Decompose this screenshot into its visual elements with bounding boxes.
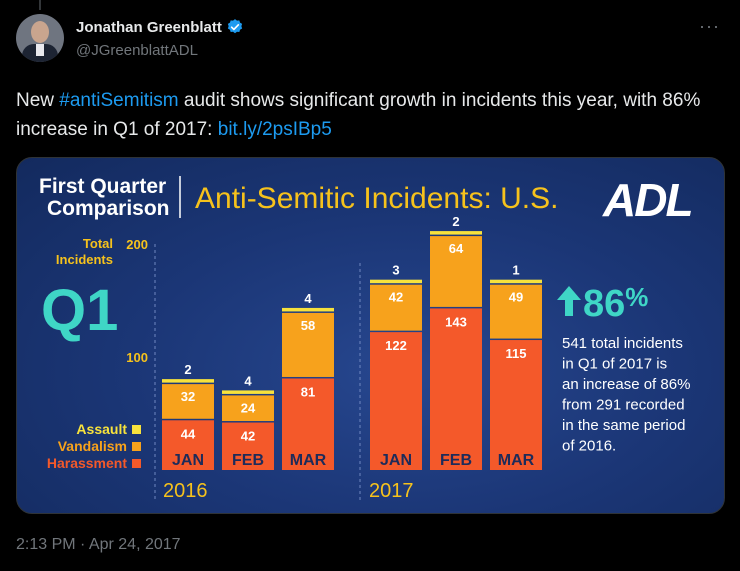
legend-label-assault: Assault xyxy=(76,421,127,437)
total-label-line1: Total xyxy=(83,236,113,251)
data-label-vandalism: 64 xyxy=(449,241,464,256)
month-labels: JAN FEB MAR JAN FEB MAR xyxy=(172,452,535,469)
bar-vandalism xyxy=(162,384,214,419)
stat-description: 541 total incidents in Q1 of 2017 is an in… xyxy=(562,335,690,455)
total-label-line2: Incidents xyxy=(56,252,113,267)
infographic-chart: First Quarter Comparison Anti-Semitic In… xyxy=(39,174,694,502)
bar-vandalism xyxy=(282,312,334,377)
data-label-harassment: 143 xyxy=(445,314,467,329)
short-url-link[interactable]: bit.ly/2psIBp5 xyxy=(217,119,332,140)
data-label-vandalism: 42 xyxy=(389,290,403,305)
month-label: MAR xyxy=(498,452,535,469)
data-label-assault: 3 xyxy=(392,263,399,278)
legend-label-vandalism: Vandalism xyxy=(58,438,127,454)
verified-badge-icon xyxy=(227,19,242,34)
y-axis: 100 200 xyxy=(126,237,156,502)
data-label-harassment: 115 xyxy=(506,346,527,361)
heading-line1: First Quarter xyxy=(39,175,166,198)
thread-line xyxy=(39,0,41,10)
bar-vandalism xyxy=(222,395,274,422)
bar-harassment xyxy=(282,378,334,470)
year-label-2017: 2017 xyxy=(369,480,414,502)
stat-description-line: an increase of 86% xyxy=(562,376,690,393)
month-label: FEB xyxy=(440,452,472,469)
heading-line2: Comparison xyxy=(47,197,170,220)
data-label-harassment: 44 xyxy=(181,426,196,441)
tweet-text: New #antiSemitism audit shows significan… xyxy=(16,86,716,144)
data-label-assault: 2 xyxy=(452,214,459,229)
bar-harassment xyxy=(490,340,542,470)
bar-assault xyxy=(370,279,422,284)
month-label: JAN xyxy=(172,452,204,469)
bars-layer: 44 32 2 42 24 4 81 58 4 122 42 3 143 64 2 115 49 1 xyxy=(162,214,542,470)
legend-swatch-harassment xyxy=(132,459,141,468)
data-label-vandalism: 32 xyxy=(181,389,195,404)
author-handle[interactable]: @JGreenblattADL xyxy=(76,42,198,59)
q1-label: Q1 xyxy=(41,278,118,343)
bar-harassment xyxy=(430,308,482,470)
avatar-face xyxy=(31,21,49,43)
stat-description-line: of 2016. xyxy=(562,438,616,455)
data-label-vandalism: 49 xyxy=(509,290,523,305)
month-label: JAN xyxy=(380,452,412,469)
stat-percent-sign: % xyxy=(625,282,648,312)
adl-logo: ADL xyxy=(602,174,692,226)
data-label-harassment: 42 xyxy=(241,429,255,444)
data-label-harassment: 122 xyxy=(385,338,407,353)
month-label: FEB xyxy=(232,452,264,469)
data-label-vandalism: 58 xyxy=(301,318,315,333)
stat-number: 86 xyxy=(583,283,625,325)
bar-assault xyxy=(490,279,542,284)
bar-vandalism xyxy=(430,236,482,307)
y-tick-label: 200 xyxy=(126,237,148,252)
year-label-2016: 2016 xyxy=(163,480,208,502)
stat-description-line: from 291 recorded xyxy=(562,397,685,414)
bar-harassment xyxy=(162,420,214,470)
stat-description-line: 541 total incidents xyxy=(562,335,683,352)
up-arrow-icon xyxy=(557,286,581,316)
bar-assault xyxy=(430,231,482,235)
y-tick-label: 100 xyxy=(126,350,148,365)
author-name-row[interactable]: Jonathan Greenblatt xyxy=(76,18,244,36)
more-options-icon[interactable]: ··· xyxy=(699,16,720,36)
avatar[interactable] xyxy=(16,14,64,62)
data-label-assault: 4 xyxy=(244,373,252,388)
tweet-media-image[interactable]: First Quarter Comparison Anti-Semitic In… xyxy=(16,157,725,514)
legend-swatch-assault xyxy=(132,425,141,434)
stat-value: 86% xyxy=(583,282,648,325)
data-label-vandalism: 24 xyxy=(241,400,256,415)
legend-label-harassment: Harassment xyxy=(47,455,127,471)
tweet-text-before: New xyxy=(16,90,60,111)
data-label-harassment: 81 xyxy=(301,384,315,399)
stat-description-line: in Q1 of 2017 is xyxy=(562,356,667,373)
author-name[interactable]: Jonathan Greenblatt xyxy=(76,18,222,36)
infographic-title: Anti-Semitic Incidents: U.S. xyxy=(195,182,558,215)
data-label-assault: 2 xyxy=(184,362,191,377)
bar-assault xyxy=(282,307,334,312)
bar-harassment xyxy=(222,422,274,470)
bar-vandalism xyxy=(490,284,542,339)
bar-assault xyxy=(162,379,214,383)
tweet-text-middle: audit shows significant growth in incide… xyxy=(16,90,701,140)
avatar-shirt xyxy=(36,44,44,56)
bar-harassment xyxy=(370,332,422,470)
month-label: MAR xyxy=(290,452,327,469)
hashtag-link[interactable]: #antiSemitism xyxy=(59,90,179,111)
bar-assault xyxy=(222,390,274,394)
tweet-timestamp[interactable]: 2:13 PM · Apr 24, 2017 xyxy=(16,536,181,553)
data-label-assault: 1 xyxy=(512,263,519,278)
bar-vandalism xyxy=(370,284,422,331)
data-label-assault: 4 xyxy=(304,291,312,306)
stat-description-line: in the same period xyxy=(562,417,685,434)
legend-swatch-vandalism xyxy=(132,442,141,451)
